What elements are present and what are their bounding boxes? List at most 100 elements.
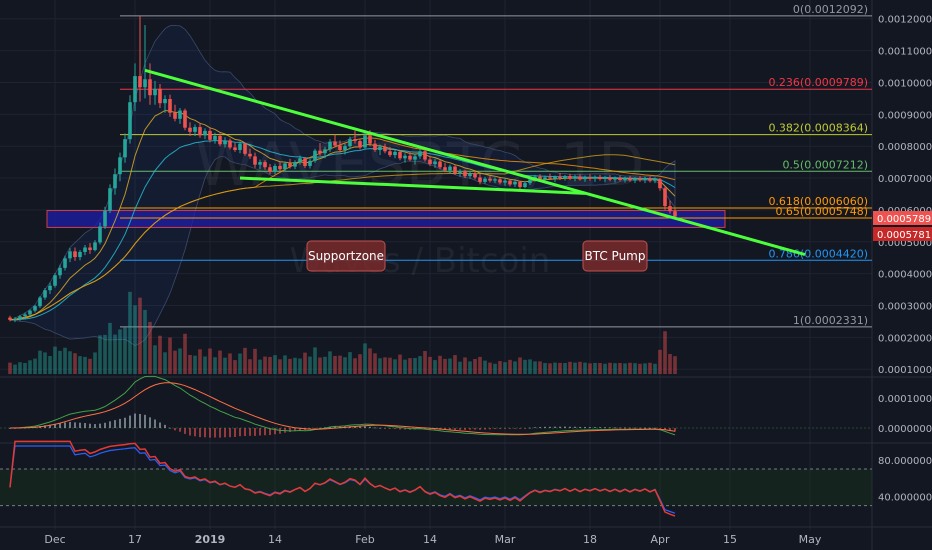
candle-body bbox=[413, 156, 417, 160]
macd-histogram-bar bbox=[294, 428, 296, 432]
candle-body bbox=[563, 176, 567, 179]
candle-body bbox=[138, 76, 142, 88]
volume-bar bbox=[178, 348, 182, 374]
volume-bar bbox=[313, 347, 317, 374]
volume-bar bbox=[403, 359, 407, 374]
macd-histogram-bar bbox=[129, 415, 131, 428]
candle-body bbox=[573, 176, 577, 179]
macd-histogram-bar bbox=[394, 428, 396, 429]
macd-histogram-bar bbox=[379, 427, 381, 429]
macd-histogram-bar bbox=[49, 424, 51, 428]
macd-histogram-bar bbox=[189, 428, 191, 436]
fib-level-label: 0.618(0.0006060) bbox=[768, 195, 868, 208]
macd-histogram-bar bbox=[109, 421, 111, 428]
candle-body bbox=[638, 178, 642, 180]
volume-bar bbox=[533, 361, 537, 374]
macd-histogram-bar bbox=[619, 427, 621, 429]
candle-body bbox=[93, 242, 97, 251]
candle-body bbox=[663, 188, 667, 207]
macd-histogram-bar bbox=[99, 423, 101, 428]
candle-body bbox=[58, 267, 62, 276]
candle-body bbox=[418, 151, 422, 157]
volume-bar bbox=[478, 356, 482, 374]
volume-bar bbox=[468, 361, 472, 374]
fib-level-label: 0.65(0.0005748) bbox=[775, 205, 868, 218]
candle-body bbox=[658, 179, 662, 189]
macd-histogram-bar bbox=[404, 428, 406, 430]
macd-histogram-bar bbox=[579, 426, 581, 428]
current-price-tag bbox=[873, 227, 932, 241]
trendlines[interactable] bbox=[144, 68, 806, 256]
volume-bar bbox=[38, 350, 42, 374]
time-tick-label: May bbox=[799, 533, 822, 546]
volume-bar bbox=[393, 359, 397, 374]
macd-line bbox=[9, 375, 676, 436]
candle-body bbox=[668, 206, 672, 212]
candle-body bbox=[33, 306, 37, 311]
indicator-panes bbox=[0, 375, 872, 517]
candle-body bbox=[513, 181, 517, 185]
candle-body bbox=[103, 210, 107, 227]
volume-bar bbox=[233, 360, 237, 374]
candle-body bbox=[328, 141, 332, 150]
candle-body bbox=[453, 166, 457, 173]
macd-histogram-bar bbox=[399, 428, 401, 430]
candle-body bbox=[528, 179, 532, 184]
volume-bar bbox=[163, 352, 167, 374]
candle-body bbox=[173, 112, 177, 119]
macd-histogram-bar bbox=[169, 427, 171, 429]
candle-body bbox=[38, 297, 42, 307]
macd-histogram-bar bbox=[534, 427, 536, 429]
price-tick-label: 0.0007000 bbox=[878, 174, 932, 185]
macd-histogram-bar bbox=[219, 428, 221, 438]
annotation-box[interactable] bbox=[582, 240, 648, 272]
annotation-box[interactable] bbox=[306, 240, 386, 272]
volume-bar bbox=[353, 358, 357, 374]
volume-bar bbox=[8, 362, 12, 374]
macd-histogram-bar bbox=[334, 426, 336, 428]
volume-bar bbox=[608, 362, 612, 374]
candle-body bbox=[253, 156, 257, 165]
volume-bar bbox=[228, 353, 232, 374]
volume-bar bbox=[463, 357, 467, 374]
volume-bar bbox=[598, 363, 602, 374]
macd-histogram-bar bbox=[569, 426, 571, 428]
fib-level-label: 1(0.0002331) bbox=[793, 314, 868, 327]
candle-body bbox=[238, 143, 242, 151]
candle-body bbox=[178, 110, 182, 119]
trendline-lower[interactable] bbox=[239, 176, 586, 195]
macd-histogram-bar bbox=[144, 414, 146, 428]
candle-body bbox=[293, 162, 297, 167]
current-price-label: 0.0005781 bbox=[877, 230, 931, 241]
macd-histogram-bar bbox=[389, 428, 391, 429]
candle-body bbox=[403, 155, 407, 159]
volume-bar bbox=[388, 357, 392, 374]
volume-bar bbox=[543, 363, 547, 374]
macd-histogram-bar bbox=[134, 413, 136, 428]
volume-bar bbox=[143, 309, 147, 374]
time-tick-label: 18 bbox=[583, 533, 597, 546]
candle-body bbox=[523, 183, 527, 187]
macd-histogram-bar bbox=[489, 428, 491, 430]
trendline-upper[interactable] bbox=[144, 68, 806, 256]
macd-histogram-bar bbox=[174, 428, 176, 431]
candle-body bbox=[448, 166, 452, 171]
macd-histogram-bar bbox=[64, 422, 66, 428]
volume-bar bbox=[43, 352, 47, 374]
macd-histogram-bar bbox=[254, 428, 256, 436]
price-tick-label: 0.0009000 bbox=[878, 110, 932, 121]
volume-bar bbox=[318, 357, 322, 374]
volume-bar bbox=[208, 348, 212, 374]
candle-body bbox=[153, 88, 157, 96]
volume-bar bbox=[673, 356, 677, 374]
annotations[interactable]: Supportzone BTC Pump bbox=[306, 240, 648, 272]
candle-body bbox=[553, 176, 557, 179]
candle-body bbox=[483, 178, 487, 182]
volume-bar bbox=[448, 358, 452, 374]
candle-body bbox=[13, 318, 17, 320]
macd-histogram-bar bbox=[599, 427, 601, 429]
time-tick-label: 15 bbox=[723, 533, 737, 546]
macd-histogram-bar bbox=[474, 428, 476, 430]
macd-histogram-bar bbox=[609, 427, 611, 429]
